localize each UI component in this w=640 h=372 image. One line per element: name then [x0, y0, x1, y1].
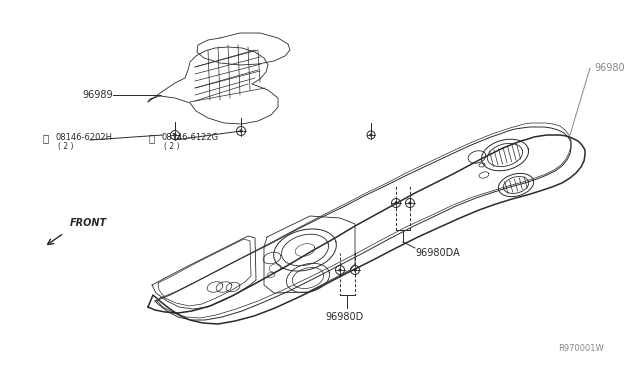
Text: 08146-6122G: 08146-6122G: [161, 134, 218, 142]
Text: ( 2 ): ( 2 ): [164, 142, 179, 151]
Circle shape: [339, 269, 341, 271]
Text: 96980DA: 96980DA: [415, 248, 460, 258]
Circle shape: [354, 269, 356, 271]
Text: R970001W: R970001W: [558, 344, 604, 353]
Circle shape: [174, 134, 176, 136]
Circle shape: [409, 202, 412, 204]
Text: 96980: 96980: [594, 63, 625, 73]
Circle shape: [395, 202, 397, 204]
Text: 96989: 96989: [83, 90, 113, 100]
Text: Ⓑ: Ⓑ: [43, 133, 49, 143]
Text: 08146-6202H: 08146-6202H: [55, 134, 112, 142]
Text: FRONT: FRONT: [70, 218, 107, 228]
Circle shape: [240, 130, 242, 132]
Text: Ⓑ: Ⓑ: [149, 133, 155, 143]
Text: ( 2 ): ( 2 ): [58, 142, 74, 151]
Circle shape: [370, 134, 372, 136]
Text: 96980D: 96980D: [325, 312, 363, 322]
